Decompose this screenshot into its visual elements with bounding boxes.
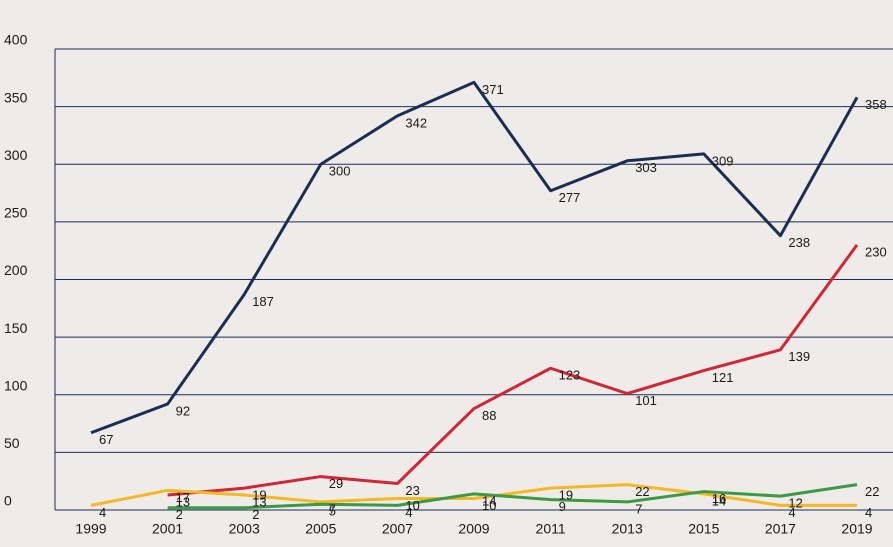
data-label: 16 — [712, 491, 726, 506]
x-tick-label: 2015 — [688, 521, 719, 537]
x-tick-label: 2013 — [612, 521, 643, 537]
data-label: 309 — [712, 153, 734, 168]
data-label: 22 — [865, 484, 879, 499]
data-label: 13 — [176, 494, 190, 509]
data-label: 277 — [559, 190, 581, 205]
data-label: 4 — [405, 505, 412, 520]
line-series — [167, 483, 858, 510]
line-series — [90, 483, 857, 507]
line-series — [90, 80, 859, 435]
data-label: 5 — [329, 504, 336, 519]
y-tick-label: 300 — [4, 147, 28, 163]
x-tick-label: 1999 — [75, 521, 106, 537]
data-label: 14 — [712, 493, 726, 508]
y-tick-label: 400 — [4, 32, 28, 48]
data-label: 23 — [405, 483, 419, 498]
data-label: 300 — [329, 164, 351, 179]
x-tick-label: 2001 — [152, 521, 183, 537]
data-label: 13 — [252, 494, 266, 509]
data-label: 121 — [712, 370, 734, 385]
data-label: 29 — [329, 476, 343, 491]
data-label: 4 — [99, 505, 106, 520]
data-label: 303 — [635, 160, 657, 175]
y-tick-label: 50 — [4, 435, 20, 451]
y-tick-label: 100 — [4, 377, 28, 393]
y-tick-label: 250 — [4, 205, 28, 221]
data-label: 101 — [635, 393, 657, 408]
data-label: 17 — [176, 490, 190, 505]
y-tick-label: 0 — [4, 493, 12, 509]
data-label: 4 — [865, 505, 872, 520]
data-label: 92 — [176, 403, 190, 418]
data-label: 22 — [635, 484, 649, 499]
data-label: 238 — [788, 235, 810, 250]
data-label: 19 — [559, 488, 573, 503]
data-label: 12 — [788, 496, 802, 511]
data-label: 7 — [329, 501, 336, 516]
data-label: 342 — [405, 115, 427, 130]
x-tick-label: 2011 — [536, 521, 566, 537]
data-label: 2 — [176, 507, 183, 522]
data-label: 7 — [635, 501, 642, 516]
data-label: 358 — [865, 97, 887, 112]
x-tick-label: 2019 — [841, 521, 872, 537]
x-tick-label: 2017 — [765, 521, 796, 537]
x-tick-label: 2003 — [229, 521, 260, 537]
data-label: 19 — [252, 488, 266, 503]
data-label: 139 — [788, 349, 810, 364]
y-tick-label: 350 — [4, 89, 28, 105]
y-tick-label: 200 — [4, 262, 28, 278]
data-label: 2 — [252, 507, 259, 522]
y-tick-label: 150 — [4, 320, 28, 336]
x-tick-label: 2005 — [305, 521, 336, 537]
data-label: 123 — [559, 368, 581, 383]
data-label: 88 — [482, 408, 496, 423]
data-label: 4 — [788, 505, 795, 520]
data-label: 371 — [482, 82, 504, 97]
data-label: 187 — [252, 294, 274, 309]
data-label: 9 — [559, 499, 566, 514]
x-tick-label: 2009 — [458, 521, 489, 537]
x-tick-label: 2007 — [382, 521, 413, 537]
data-label: 14 — [482, 493, 496, 508]
data-label: 230 — [865, 244, 887, 259]
data-label: 67 — [99, 432, 113, 447]
data-label: 10 — [482, 498, 496, 513]
line-series — [167, 244, 859, 497]
data-label: 10 — [405, 498, 419, 513]
